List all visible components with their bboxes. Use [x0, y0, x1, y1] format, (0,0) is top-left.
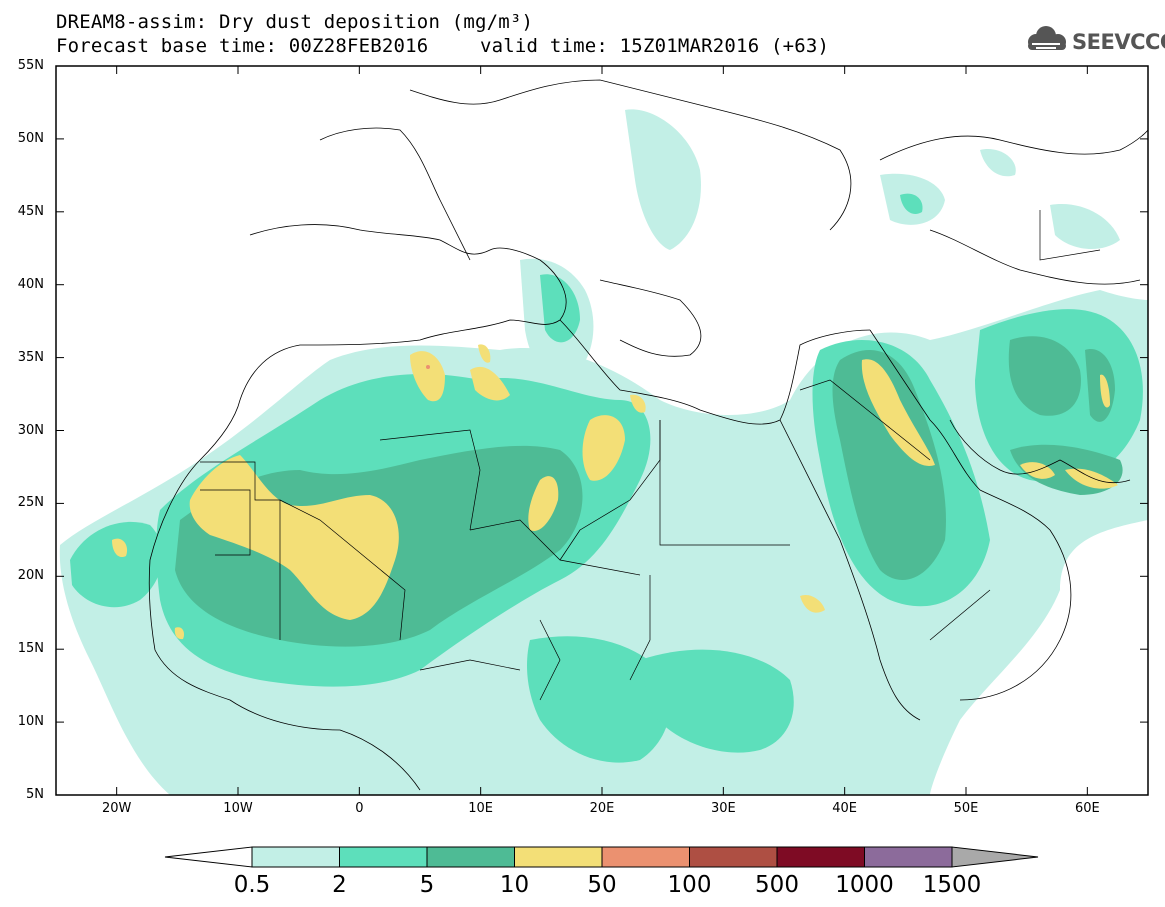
lon-label: 50E — [953, 801, 979, 816]
legend-label: 10 — [499, 872, 530, 898]
lat-label: 15N — [17, 641, 44, 657]
legend-label: 1000 — [835, 872, 894, 898]
legend-under-arrow — [164, 846, 253, 868]
lat-label: 40N — [17, 276, 44, 292]
lon-label: 10W — [223, 801, 253, 816]
lat-label: 5N — [26, 787, 44, 802]
legend-swatch — [601, 846, 690, 868]
legend-label: 100 — [667, 872, 712, 898]
lon-label: 40E — [832, 801, 858, 816]
legend-swatch — [339, 846, 428, 868]
lat-label: 55N — [17, 58, 44, 73]
legend-swatch — [426, 846, 515, 868]
legend-swatch — [251, 846, 340, 868]
legend-colorbar — [164, 846, 1039, 868]
legend-label: 50 — [587, 872, 617, 898]
legend-label: 1500 — [922, 872, 982, 898]
legend-label: 2 — [332, 872, 347, 898]
legend-over-arrow — [951, 846, 1039, 868]
lat-label: 50N — [17, 130, 44, 146]
logo-text: SEEVCCC — [1072, 30, 1165, 54]
cloud-logo-icon — [1028, 26, 1066, 50]
lon-label: 0 — [355, 801, 364, 816]
legend-label: 0.5 — [233, 872, 271, 898]
forecast-base-time: Forecast base time: 00Z28FEB2016 — [56, 35, 429, 57]
lon-label: 10E — [468, 801, 494, 816]
legend-swatch — [689, 846, 778, 868]
valid-time: valid time: 15Z01MAR2016 (+63) — [480, 35, 830, 57]
lat-label: 30N — [17, 422, 44, 438]
lon-label: 20W — [101, 801, 132, 816]
lat-label: 35N — [17, 349, 44, 365]
legend-swatch — [864, 846, 953, 868]
lat-label: 25N — [17, 495, 44, 511]
borders — [200, 210, 1101, 701]
lon-label: 20E — [589, 801, 615, 816]
legend-label: 5 — [419, 872, 435, 898]
lon-label: 60E — [1074, 801, 1100, 816]
dust-contours — [59, 109, 1148, 795]
map-title: DREAM8-assim: Dry dust deposition (mg/m³… — [56, 11, 534, 33]
lat-label: 20N — [17, 568, 44, 584]
lat-label: 45N — [17, 203, 44, 219]
legend-swatch — [776, 846, 865, 868]
legend-swatch — [514, 846, 603, 868]
legend-label: 500 — [755, 872, 799, 898]
lon-label: 30E — [710, 801, 736, 816]
lat-label: 10N — [17, 714, 44, 730]
coastlines — [148, 79, 1148, 791]
